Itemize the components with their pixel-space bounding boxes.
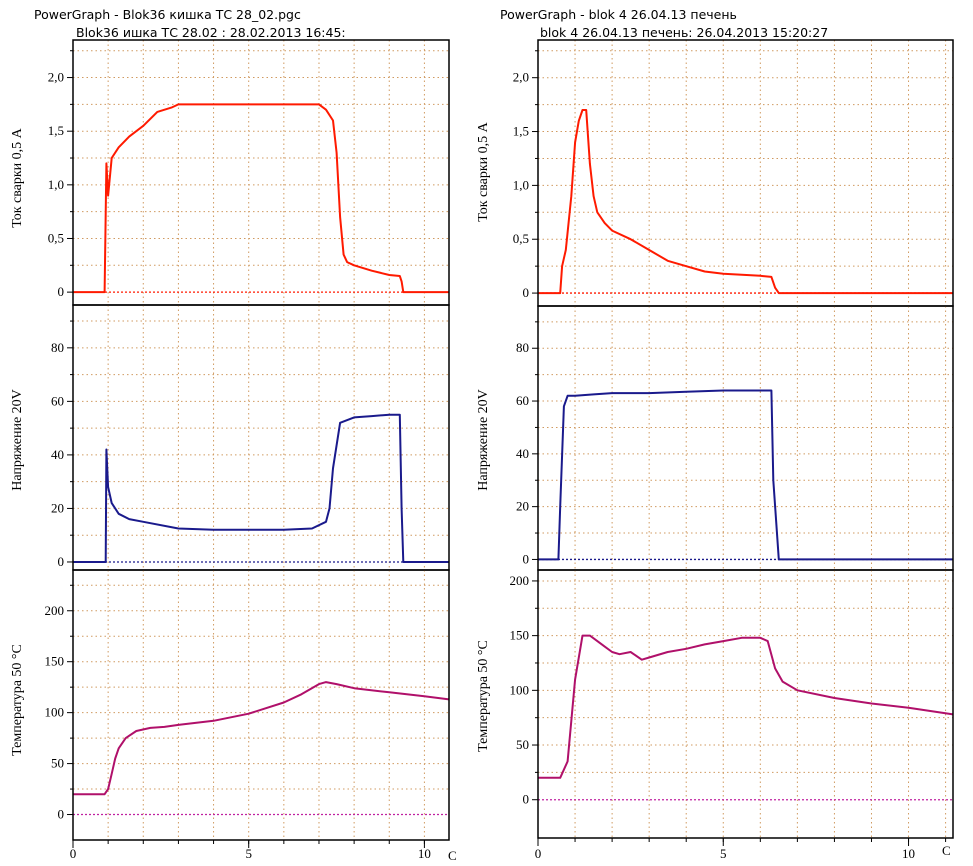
series-line-temperature — [73, 681, 450, 796]
y-tick-label-temperature: 100 — [510, 682, 530, 697]
y-tick-label-current: 0 — [58, 284, 65, 299]
y-tick-label-current: 2,0 — [48, 70, 64, 85]
right-title-line1: PowerGraph - blok 4 26.04.13 печень — [500, 7, 737, 22]
x-tick-label: 5 — [720, 846, 727, 861]
right-ylabel-temperature: Температура 50 °C — [476, 640, 491, 752]
y-tick-label-temperature: 50 — [516, 737, 529, 752]
y-tick-label-temperature: 100 — [45, 705, 65, 720]
y-tick-label-current: 0 — [523, 285, 530, 300]
y-tick-label-current: 2,0 — [513, 70, 529, 85]
y-tick-label-current: 1,5 — [513, 124, 529, 139]
series-line-voltage — [73, 413, 449, 563]
right-x-unit: С — [942, 843, 951, 858]
y-tick-label-voltage: 80 — [51, 340, 64, 355]
y-tick-label-voltage: 60 — [51, 393, 64, 408]
right-ylabel-voltage: Напряжение 20V — [476, 389, 491, 491]
series-line-temperature — [538, 634, 954, 779]
y-tick-label-voltage: 80 — [516, 340, 529, 355]
left-title-line2: Blok36 ишка ТС 28.02 : 28.02.2013 16:45: — [76, 25, 346, 40]
x-tick-label: 5 — [245, 846, 252, 861]
y-tick-label-temperature: 50 — [51, 756, 64, 771]
left-x-unit: С — [448, 848, 457, 863]
y-tick-label-voltage: 60 — [516, 393, 529, 408]
x-tick-label: 0 — [70, 846, 77, 861]
right-title-line2: blok 4 26.04.13 печень: 26.04.2013 15:20… — [540, 25, 828, 40]
y-tick-label-current: 1,0 — [48, 177, 64, 192]
y-tick-label-temperature: 200 — [45, 603, 65, 618]
panel-frame-voltage — [537, 305, 954, 571]
y-tick-label-voltage: 20 — [516, 499, 529, 514]
y-tick-label-voltage: 40 — [516, 446, 529, 461]
x-tick-label: 10 — [902, 846, 915, 861]
y-tick-label-temperature: 150 — [510, 628, 530, 643]
y-tick-label-voltage: 20 — [51, 500, 64, 515]
right-ylabel-current: Ток сварки 0,5 А — [476, 121, 491, 221]
y-tick-label-current: 0,5 — [48, 230, 64, 245]
y-tick-label-voltage: 0 — [58, 554, 65, 569]
left-ylabel-current: Ток сварки 0,5 А — [10, 127, 25, 227]
x-tick-label: 0 — [535, 846, 542, 861]
series-line-voltage — [538, 389, 953, 561]
y-tick-label-temperature: 0 — [58, 807, 65, 822]
x-tick-label: 10 — [418, 846, 431, 861]
panel-frame-temperature — [537, 569, 954, 839]
panel-frame-temperature — [72, 569, 450, 841]
series-line-current — [538, 109, 953, 295]
left-title-line1: PowerGraph - Blok36 кишка ТС 28_02.pgc — [34, 7, 301, 22]
y-tick-label-current: 1,0 — [513, 177, 529, 192]
left-ylabel-voltage: Напряжение 20V — [10, 389, 25, 491]
series-line-current — [73, 103, 449, 294]
y-tick-label-current: 0,5 — [513, 231, 529, 246]
left-ylabel-temperature: Температура 50 °C — [10, 644, 25, 756]
y-tick-label-voltage: 0 — [523, 551, 530, 566]
y-tick-label-current: 1,5 — [48, 123, 64, 138]
y-tick-label-voltage: 40 — [51, 447, 64, 462]
y-tick-label-temperature: 150 — [45, 654, 65, 669]
y-tick-label-temperature: 0 — [523, 792, 530, 807]
y-tick-label-temperature: 200 — [510, 573, 530, 588]
